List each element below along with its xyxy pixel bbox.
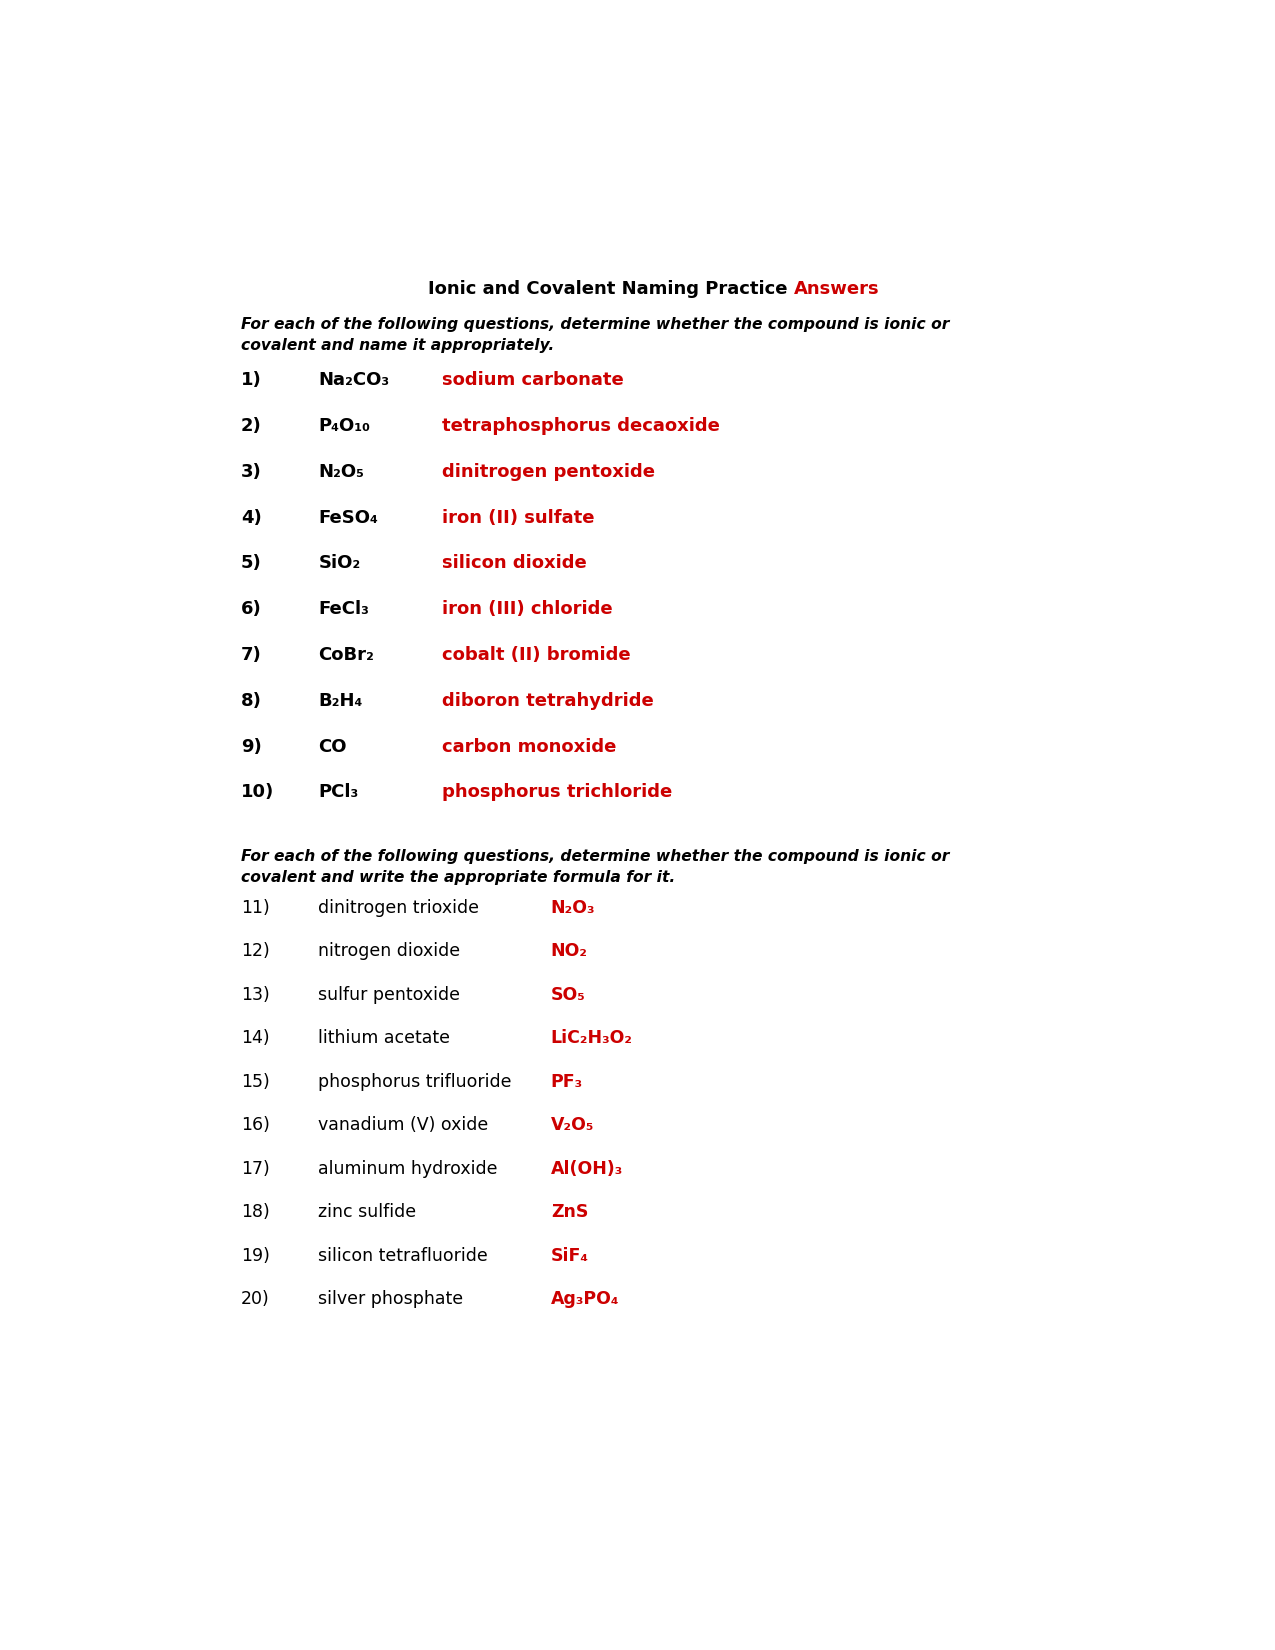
Text: Ag₃PO₄: Ag₃PO₄ [551, 1290, 620, 1308]
Text: SiF₄: SiF₄ [551, 1247, 589, 1264]
Text: 20): 20) [241, 1290, 269, 1308]
Text: silver phosphate: silver phosphate [319, 1290, 463, 1308]
Text: iron (III) chloride: iron (III) chloride [442, 601, 613, 619]
Text: FeCl₃: FeCl₃ [319, 601, 370, 619]
Text: For each of the following questions, determine whether the compound is ionic or
: For each of the following questions, det… [241, 850, 949, 884]
Text: Ionic and Covalent Naming Practice: Ionic and Covalent Naming Practice [427, 280, 793, 299]
Text: CO: CO [319, 738, 347, 756]
Text: carbon monoxide: carbon monoxide [442, 738, 617, 756]
Text: 14): 14) [241, 1030, 269, 1048]
Text: SO₅: SO₅ [551, 985, 585, 1003]
Text: 9): 9) [241, 738, 261, 756]
Text: N₂O₃: N₂O₃ [551, 899, 595, 916]
Text: aluminum hydroxide: aluminum hydroxide [319, 1160, 497, 1178]
Text: Na₂CO₃: Na₂CO₃ [319, 371, 389, 389]
Text: silicon tetrafluoride: silicon tetrafluoride [319, 1247, 488, 1264]
Text: 13): 13) [241, 985, 269, 1003]
Text: PF₃: PF₃ [551, 1072, 583, 1091]
Text: vanadium (V) oxide: vanadium (V) oxide [319, 1115, 488, 1134]
Text: For each of the following questions, determine whether the compound is ionic or
: For each of the following questions, det… [241, 317, 949, 353]
Text: dinitrogen pentoxide: dinitrogen pentoxide [442, 462, 655, 480]
Text: 15): 15) [241, 1072, 269, 1091]
Text: 4): 4) [241, 508, 261, 526]
Text: 2): 2) [241, 417, 261, 436]
Text: 5): 5) [241, 554, 261, 573]
Text: Answers: Answers [793, 280, 880, 299]
Text: ZnS: ZnS [551, 1203, 588, 1221]
Text: phosphorus trichloride: phosphorus trichloride [442, 784, 672, 802]
Text: LiC₂H₃O₂: LiC₂H₃O₂ [551, 1030, 632, 1048]
Text: 1): 1) [241, 371, 261, 389]
Text: diboron tetrahydride: diboron tetrahydride [442, 691, 654, 710]
Text: Al(OH)₃: Al(OH)₃ [551, 1160, 623, 1178]
Text: V₂O₅: V₂O₅ [551, 1115, 594, 1134]
Text: 3): 3) [241, 462, 261, 480]
Text: 6): 6) [241, 601, 261, 619]
Text: 11): 11) [241, 899, 269, 916]
Text: 7): 7) [241, 647, 261, 663]
Text: tetraphosphorus decaoxide: tetraphosphorus decaoxide [442, 417, 720, 436]
Text: 18): 18) [241, 1203, 269, 1221]
Text: CoBr₂: CoBr₂ [319, 647, 374, 663]
Text: lithium acetate: lithium acetate [319, 1030, 450, 1048]
Text: dinitrogen trioxide: dinitrogen trioxide [319, 899, 479, 916]
Text: FeSO₄: FeSO₄ [319, 508, 379, 526]
Text: P₄O₁₀: P₄O₁₀ [319, 417, 370, 436]
Text: sulfur pentoxide: sulfur pentoxide [319, 985, 460, 1003]
Text: nitrogen dioxide: nitrogen dioxide [319, 942, 460, 960]
Text: B₂H₄: B₂H₄ [319, 691, 362, 710]
Text: silicon dioxide: silicon dioxide [442, 554, 586, 573]
Text: cobalt (II) bromide: cobalt (II) bromide [442, 647, 631, 663]
Text: N₂O₅: N₂O₅ [319, 462, 365, 480]
Text: sodium carbonate: sodium carbonate [442, 371, 623, 389]
Text: SiO₂: SiO₂ [319, 554, 361, 573]
Text: iron (II) sulfate: iron (II) sulfate [442, 508, 594, 526]
Text: 12): 12) [241, 942, 269, 960]
Text: phosphorus trifluoride: phosphorus trifluoride [319, 1072, 511, 1091]
Text: 19): 19) [241, 1247, 269, 1264]
Text: 17): 17) [241, 1160, 269, 1178]
Text: zinc sulfide: zinc sulfide [319, 1203, 417, 1221]
Text: 8): 8) [241, 691, 261, 710]
Text: NO₂: NO₂ [551, 942, 588, 960]
Text: PCl₃: PCl₃ [319, 784, 358, 802]
Text: 16): 16) [241, 1115, 269, 1134]
Text: 10): 10) [241, 784, 274, 802]
